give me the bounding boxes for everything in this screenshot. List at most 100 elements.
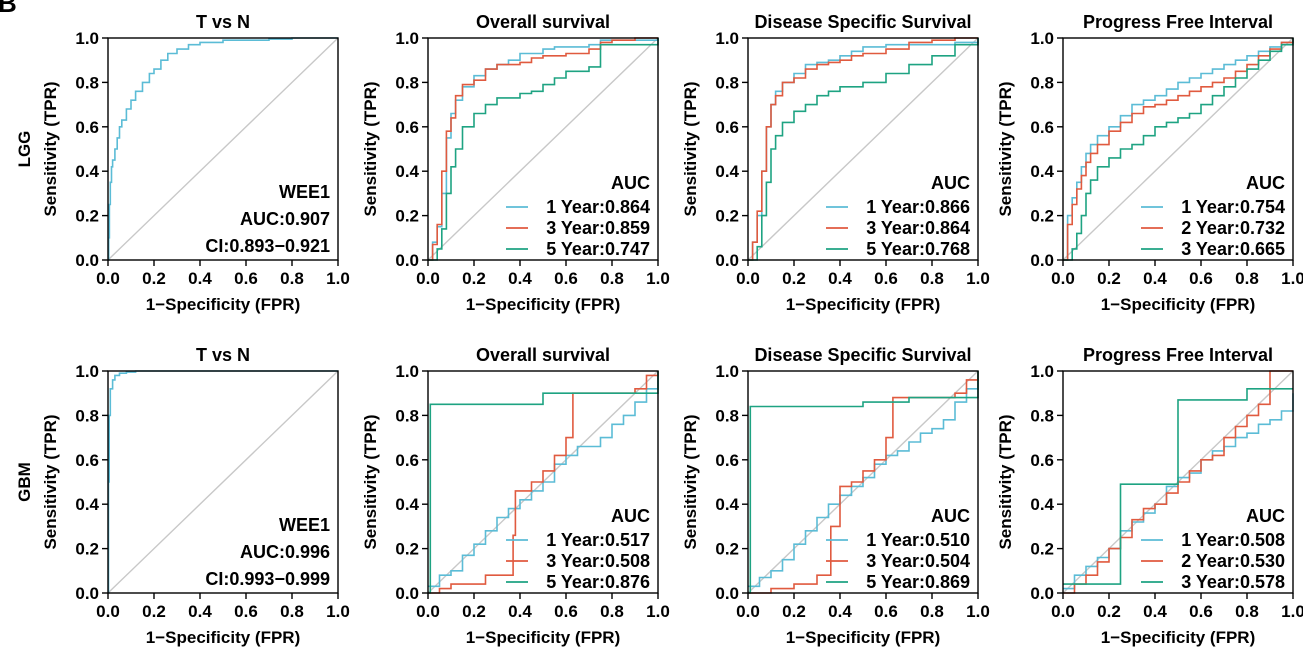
x-tick-label: 0.6 bbox=[554, 269, 578, 288]
legend-entry: 5 Year:0.869 bbox=[866, 572, 970, 592]
x-axis-label: 1−Specificity (FPR) bbox=[1101, 628, 1255, 647]
x-tick-label: 0.0 bbox=[416, 269, 440, 288]
y-tick-label: 0.8 bbox=[75, 73, 99, 92]
y-tick-label: 0.4 bbox=[75, 495, 99, 514]
x-tick-label: 0.6 bbox=[234, 269, 258, 288]
x-axis-label: 1−Specificity (FPR) bbox=[466, 628, 620, 647]
annotation-line: CI:0.993−0.999 bbox=[205, 569, 330, 589]
roc-curve-3 bbox=[428, 371, 659, 594]
y-tick-label: 0.6 bbox=[75, 451, 99, 470]
panel-title: T vs N bbox=[196, 12, 250, 32]
y-tick-label: 0.4 bbox=[715, 162, 739, 181]
x-tick-label: 0.0 bbox=[416, 602, 440, 621]
legend-entry: 2 Year:0.732 bbox=[1181, 218, 1285, 238]
y-tick-label: 0.8 bbox=[395, 406, 419, 425]
x-tick-label: 0.2 bbox=[782, 602, 806, 621]
y-tick-label: 0.4 bbox=[715, 495, 739, 514]
y-tick-label: 0.8 bbox=[75, 406, 99, 425]
plot-frame bbox=[107, 37, 339, 261]
y-tick-label: 1.0 bbox=[75, 29, 99, 48]
legend-entry: 1 Year:0.754 bbox=[1181, 197, 1285, 217]
panel-title: Disease Specific Survival bbox=[754, 345, 971, 365]
x-tick-label: 0.8 bbox=[280, 602, 304, 621]
y-tick-label: 0.8 bbox=[1030, 406, 1054, 425]
y-tick-label: 0.2 bbox=[395, 540, 419, 559]
x-tick-label: 0.0 bbox=[736, 269, 760, 288]
legend-title: AUC bbox=[611, 173, 650, 193]
row-label: GBM bbox=[15, 462, 34, 502]
x-tick-label: 0.0 bbox=[96, 602, 120, 621]
legend-entry: 3 Year:0.508 bbox=[546, 551, 650, 571]
roc-curve-2 bbox=[1063, 370, 1293, 594]
y-axis-label: Sensitivity (TPR) bbox=[681, 81, 700, 216]
x-tick-label: 1.0 bbox=[326, 602, 350, 621]
y-tick-label: 0.0 bbox=[1030, 251, 1054, 270]
annotation-line: AUC:0.907 bbox=[240, 209, 330, 229]
plot-frame bbox=[107, 370, 339, 594]
x-tick-label: 0.8 bbox=[600, 602, 624, 621]
y-tick-label: 1.0 bbox=[1030, 362, 1054, 381]
roc-curve-3 bbox=[428, 38, 659, 261]
roc-curve-3 bbox=[1063, 38, 1294, 261]
legend-entry: 3 Year:0.859 bbox=[546, 218, 650, 238]
roc-curve-1 bbox=[107, 37, 338, 261]
roc-panel: Disease Specific Survival Sensitivity (TP… bbox=[681, 345, 990, 647]
legend-entry: 1 Year:0.510 bbox=[866, 530, 970, 550]
plot-frame bbox=[747, 37, 979, 261]
roc-curve-2 bbox=[748, 37, 978, 261]
y-tick-label: 0.2 bbox=[715, 207, 739, 226]
y-tick-label: 0.0 bbox=[1030, 584, 1054, 603]
row-label: LGG bbox=[15, 131, 34, 168]
plot-frame bbox=[427, 37, 659, 261]
y-tick-label: 0.2 bbox=[715, 540, 739, 559]
legend-entry: 1 Year:0.517 bbox=[546, 530, 650, 550]
y-tick-label: 0.2 bbox=[1030, 540, 1054, 559]
panel-title: T vs N bbox=[196, 345, 250, 365]
y-tick-label: 0.2 bbox=[75, 540, 99, 559]
y-tick-label: 0.8 bbox=[715, 406, 739, 425]
panel-title: Overall survival bbox=[476, 345, 610, 365]
x-tick-label: 0.4 bbox=[508, 602, 532, 621]
y-tick-label: 0.6 bbox=[715, 118, 739, 137]
y-tick-label: 0.0 bbox=[395, 251, 419, 270]
plot-frame bbox=[427, 370, 659, 594]
legend-entry: 3 Year:0.665 bbox=[1181, 239, 1285, 259]
legend-title: AUC bbox=[931, 506, 970, 526]
legend-title: AUC bbox=[1246, 506, 1285, 526]
panel-title: Overall survival bbox=[476, 12, 610, 32]
legend-entry: 1 Year:0.508 bbox=[1181, 530, 1285, 550]
y-axis-label: Sensitivity (TPR) bbox=[41, 81, 60, 216]
x-tick-label: 0.2 bbox=[142, 269, 166, 288]
x-tick-label: 1.0 bbox=[966, 269, 990, 288]
panel-title: Progress Free Interval bbox=[1083, 345, 1273, 365]
roc-curve-3 bbox=[748, 38, 979, 261]
y-tick-label: 1.0 bbox=[1030, 29, 1054, 48]
y-tick-label: 0.4 bbox=[1030, 495, 1054, 514]
roc-curve-3 bbox=[748, 371, 979, 594]
reference-diagonal bbox=[107, 37, 339, 261]
y-tick-label: 1.0 bbox=[75, 362, 99, 381]
y-tick-label: 0.6 bbox=[715, 451, 739, 470]
x-tick-label: 0.8 bbox=[280, 269, 304, 288]
y-axis-label: Sensitivity (TPR) bbox=[996, 81, 1015, 216]
y-tick-label: 1.0 bbox=[715, 362, 739, 381]
x-tick-label: 0.8 bbox=[920, 602, 944, 621]
roc-panel: T vs N GBM Sensitivity (TPR) 1−Specificity … bbox=[15, 345, 350, 647]
legend-entry: 1 Year:0.866 bbox=[866, 197, 970, 217]
legend-entry: 3 Year:0.864 bbox=[866, 218, 970, 238]
x-tick-label: 0.8 bbox=[1235, 269, 1259, 288]
panel-title: Progress Free Interval bbox=[1083, 12, 1273, 32]
x-tick-label: 0.8 bbox=[1235, 602, 1259, 621]
x-tick-label: 0.8 bbox=[600, 269, 624, 288]
x-axis-label: 1−Specificity (FPR) bbox=[1101, 295, 1255, 314]
y-tick-label: 1.0 bbox=[395, 29, 419, 48]
y-tick-label: 0.8 bbox=[715, 73, 739, 92]
panel-letter: B bbox=[0, 0, 17, 18]
legend-entry: 2 Year:0.530 bbox=[1181, 551, 1285, 571]
x-tick-label: 0.4 bbox=[1143, 602, 1167, 621]
x-axis-label: 1−Specificity (FPR) bbox=[786, 295, 940, 314]
x-tick-label: 1.0 bbox=[646, 602, 670, 621]
y-tick-label: 0.0 bbox=[75, 251, 99, 270]
roc-curve-2 bbox=[1063, 38, 1294, 261]
x-tick-label: 1.0 bbox=[326, 269, 350, 288]
